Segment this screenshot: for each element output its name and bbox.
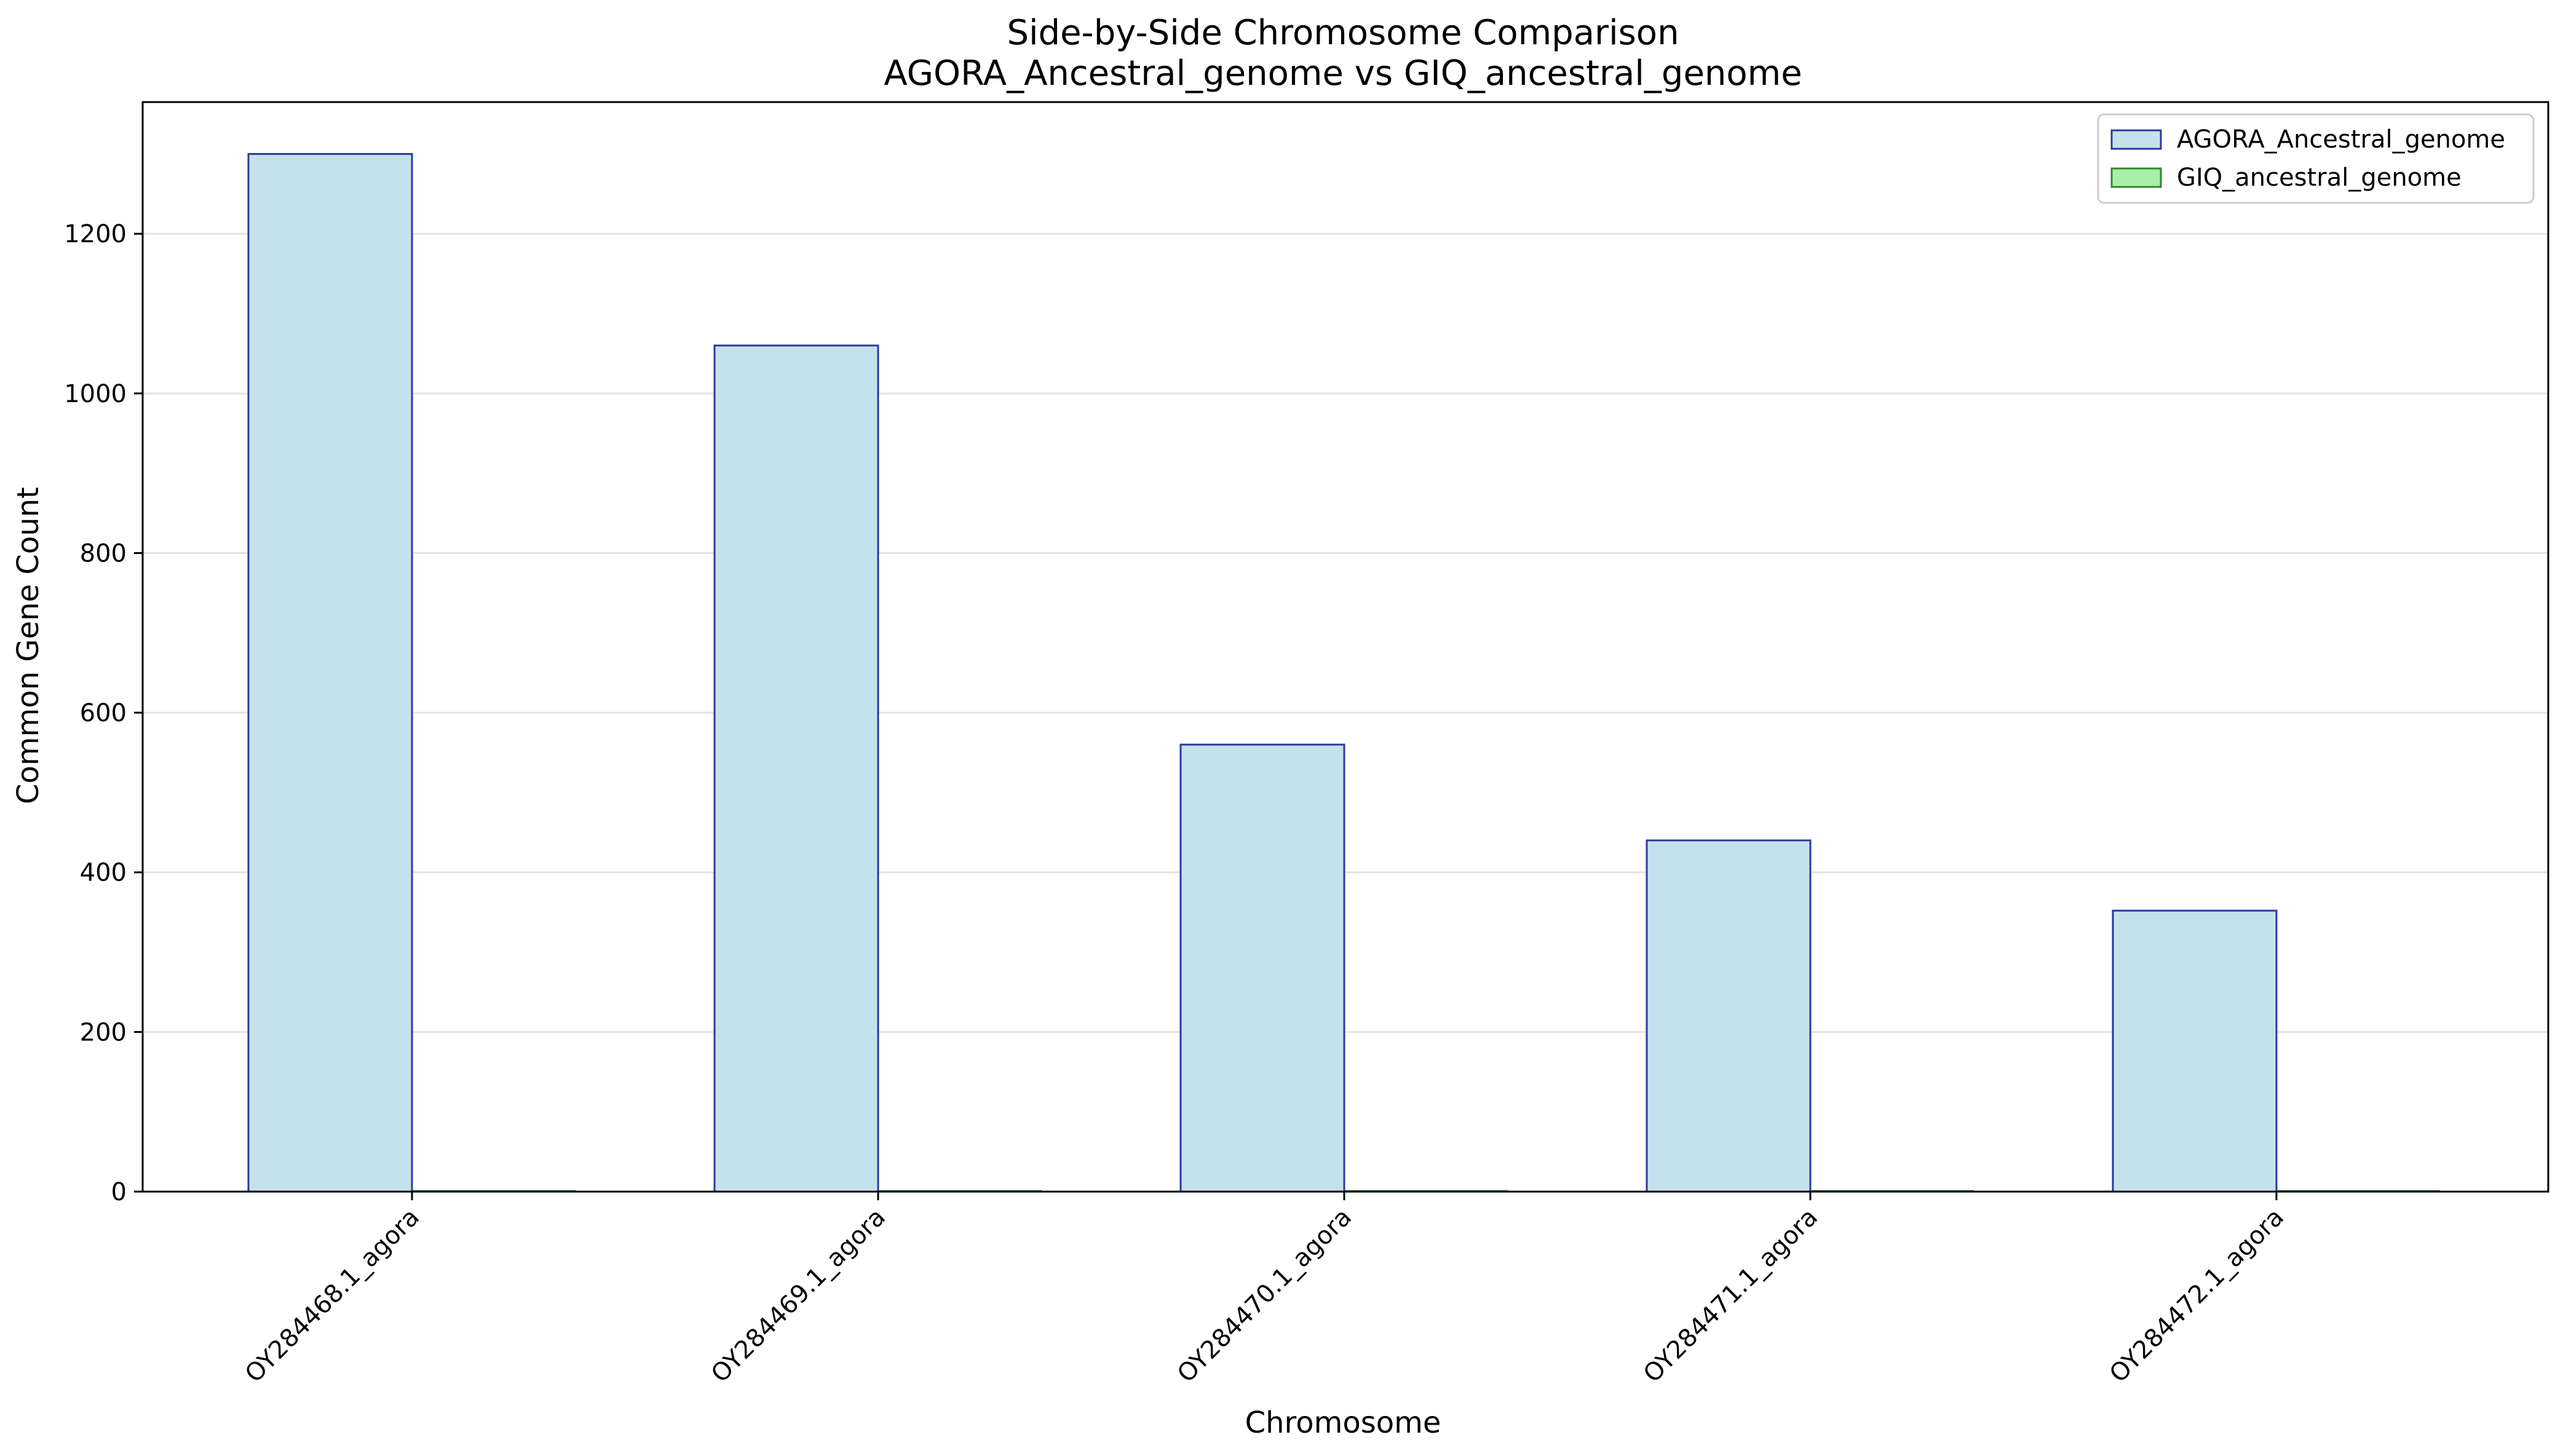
- bar-agora-1: [713, 344, 879, 1193]
- y-tick-label: 1200: [64, 220, 127, 248]
- bars: [247, 152, 2440, 1193]
- y-tick-label: 200: [80, 1018, 127, 1046]
- bar-agora-0: [247, 152, 413, 1193]
- legend-label-0: AGORA_Ancestral_genome: [2177, 125, 2505, 154]
- legend-box: [2097, 113, 2535, 204]
- bar-agora-2: [1179, 743, 1345, 1193]
- y-tick-label: 0: [111, 1178, 127, 1206]
- legend-swatch-0: [2110, 129, 2162, 150]
- legend: AGORA_Ancestral_genome GIQ_ancestral_geno…: [2097, 113, 2535, 204]
- y-tick-label: 800: [80, 539, 127, 568]
- y-tick-label: 400: [80, 859, 127, 887]
- plot-area-frame: [141, 101, 2549, 1193]
- y-tick-label: 600: [80, 699, 127, 727]
- y-axis-label: Common Gene Count: [11, 487, 46, 804]
- chart-subtitle: AGORA_Ancestral_genome vs GIQ_ancestral_…: [884, 53, 1802, 93]
- bar-agora-4: [2112, 909, 2278, 1193]
- x-axis-label: Chromosome: [1245, 1406, 1441, 1440]
- legend-label-1: GIQ_ancestral_genome: [2177, 164, 2462, 192]
- y-axis-ticks: 0 200 400 600 800 1000 1200: [64, 220, 143, 1206]
- legend-swatch-1: [2110, 167, 2162, 188]
- y-tick-label: 1000: [64, 380, 127, 408]
- bar-agora-3: [1646, 839, 1812, 1193]
- chart-title: Side-by-Side Chromosome Comparison: [1007, 13, 1679, 53]
